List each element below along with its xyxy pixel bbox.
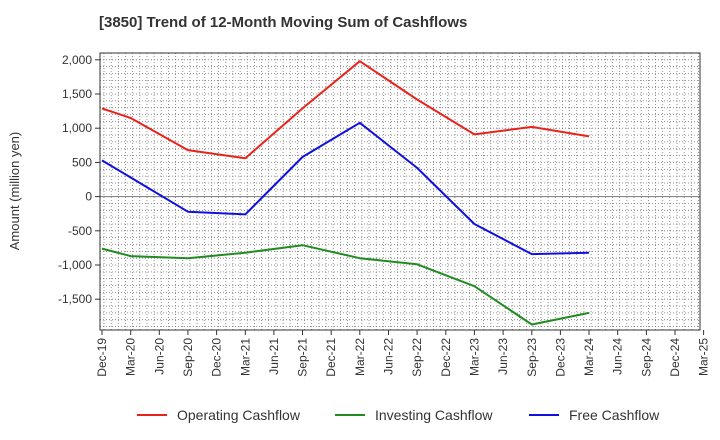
x-tick-label: Jun-23: [496, 338, 510, 375]
y-tick-label: 0: [85, 190, 92, 204]
plot-area: [100, 53, 700, 330]
y-axis-ticks: 2,000 1,500 1,000 500 0 -500 -1,000 -1,500: [58, 53, 100, 306]
chart-title: [3850] Trend of 12-Month Moving Sum of C…: [99, 14, 468, 31]
x-tick-label: Jun-24: [611, 338, 625, 375]
x-axis-ticks: Dec-19 Mar-20 Jun-20 Sep-20 Dec-20 Mar-21 Jun-…: [95, 330, 711, 377]
y-tick-label: 2,000: [62, 53, 92, 67]
x-tick-label: Sep-21: [296, 338, 310, 377]
x-tick-label: Dec-22: [439, 338, 453, 377]
y-tick-label: 1,000: [62, 121, 92, 135]
legend-label: Investing Cashflow: [375, 407, 493, 423]
legend: Operating Cashflow Investing Cashflow Free…: [137, 407, 660, 423]
x-tick-label: Jun-20: [152, 338, 166, 375]
plot-border: [99, 52, 701, 331]
x-tick-label: Jun-22: [382, 338, 396, 375]
x-tick-label: Sep-20: [181, 338, 195, 377]
y-tick-label: -1,500: [58, 292, 92, 306]
x-tick-label: Dec-23: [553, 338, 567, 377]
x-tick-label: Mar-23: [467, 338, 481, 376]
legend-label: Free Cashflow: [569, 407, 660, 423]
series-line: [101, 244, 590, 326]
x-tick-label: Jun-21: [267, 338, 281, 375]
legend-label: Operating Cashflow: [177, 407, 301, 423]
series-line: [101, 121, 590, 256]
x-tick-label: Sep-24: [639, 338, 653, 377]
series-line: [101, 60, 590, 160]
x-tick-label: Dec-20: [210, 338, 224, 377]
x-tick-label: Mar-20: [124, 338, 138, 376]
x-tick-label: Mar-21: [238, 338, 252, 376]
x-tick-label: Dec-21: [324, 338, 338, 377]
x-tick-label: Sep-23: [525, 338, 539, 377]
series-layer: [101, 60, 590, 326]
x-tick-label: Dec-19: [95, 338, 109, 377]
y-tick-label: -500: [68, 224, 92, 238]
y-axis-title: Amount (million yen): [7, 132, 22, 251]
y-tick-label: 500: [72, 155, 92, 169]
x-tick-label: Dec-24: [668, 338, 682, 377]
x-tick-label: Mar-24: [582, 338, 596, 376]
x-tick-label: Sep-22: [410, 338, 424, 377]
x-tick-label: Mar-22: [353, 338, 367, 376]
y-tick-label: -1,000: [58, 258, 92, 272]
y-tick-label: 1,500: [62, 87, 92, 101]
x-tick-label: Mar-25: [697, 338, 711, 376]
